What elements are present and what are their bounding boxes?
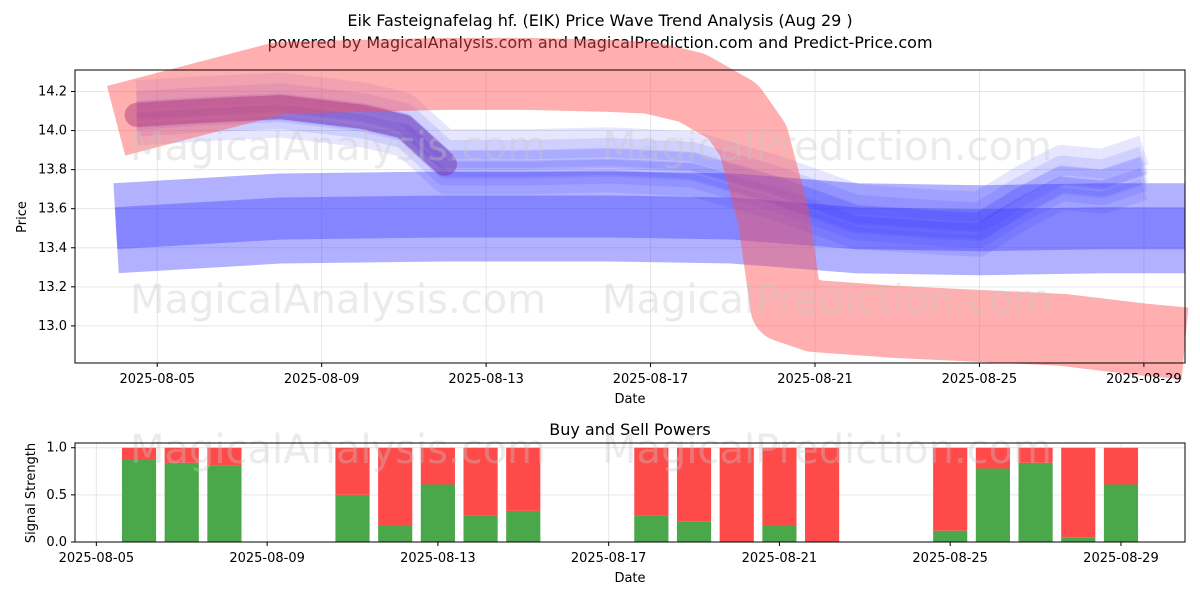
price-x-tick-label: 2025-08-17 [613, 372, 689, 387]
price-y-tick-label: 13.4 [38, 241, 67, 256]
long-wave-band [106, 37, 1189, 380]
price-x-tick-label: 2025-08-25 [942, 372, 1018, 387]
medium-wave-outer-band [113, 171, 1185, 276]
price-y-tick-label: 13.0 [38, 319, 67, 334]
chart-title-line2: powered by MagicalAnalysis.com and Magic… [267, 33, 932, 52]
buy-bar [506, 510, 541, 542]
buy-bar [335, 494, 370, 542]
medium-wave-core-band [114, 195, 1185, 252]
power-x-tick-label: 2025-08-05 [59, 551, 135, 566]
power-x-tick-label: 2025-08-13 [400, 551, 476, 566]
price-x-tick-label: 2025-08-21 [777, 372, 853, 387]
power-y-tick-label: 1.0 [46, 441, 67, 456]
power-plot-frame [74, 442, 1186, 543]
sell-bar [207, 447, 242, 466]
buy-bar [164, 462, 199, 542]
buy-bar [207, 465, 242, 542]
price-ticks: 13.0 13.2 13.4 13.6 13.8 14.0 14.2 2025-08-05 20… [38, 84, 1182, 387]
buy-bar [676, 521, 712, 542]
sell-bar [975, 447, 1010, 469]
power-ticks: 0.0 0.5 1.0 2025-08-05 2025-08-09 2025-08-13 2… [46, 441, 1158, 566]
price-y-tick-label: 14.2 [38, 84, 67, 99]
power-x-axis-label: Date [614, 571, 645, 586]
watermark-prediction-power: MagicalPrediction.com [602, 427, 1052, 473]
power-bars [121, 447, 1139, 542]
watermark-analysis-top: MagicalAnalysis.com [130, 124, 546, 170]
sell-bar [1018, 447, 1053, 463]
price-y-tick-label: 13.8 [38, 163, 67, 178]
power-x-tick-label: 2025-08-21 [742, 551, 818, 566]
sell-bar [420, 447, 455, 485]
sell-bar [378, 447, 413, 526]
watermark-prediction-top: MagicalPrediction.com [602, 124, 1052, 170]
sell-bar [933, 447, 968, 531]
power-x-tick-label: 2025-08-29 [1083, 551, 1159, 566]
buy-bar [975, 468, 1010, 542]
power-x-tick-label: 2025-08-25 [912, 551, 988, 566]
sell-bar [164, 447, 199, 463]
sell-bar [634, 447, 669, 516]
power-y-tick-label: 0.5 [46, 488, 67, 503]
sell-bar [1103, 447, 1139, 485]
buy-bar [762, 525, 797, 542]
buy-bar [1061, 537, 1096, 542]
price-watermarks: MagicalAnalysis.com MagicalPrediction.co… [130, 124, 1052, 323]
short-wave-purple-overlay [124, 95, 457, 176]
price-series [106, 37, 1189, 380]
buy-bar [1018, 462, 1053, 542]
sell-bar [805, 447, 840, 542]
buy-bar [634, 515, 669, 542]
power-chart: Buy and Sell Powers MagicalAnalysis.com … [24, 420, 1186, 586]
price-x-tick-label: 2025-08-05 [119, 372, 195, 387]
sell-bar [121, 447, 157, 460]
watermark-analysis-power: MagicalAnalysis.com [130, 427, 546, 473]
price-y-tick-label: 13.6 [38, 202, 67, 217]
sell-bar [719, 447, 754, 542]
power-x-tick-label: 2025-08-17 [571, 551, 647, 566]
sell-bar [463, 447, 498, 516]
power-y-axis-label: Signal Strength [24, 443, 39, 543]
price-y-tick-label: 13.2 [38, 280, 67, 295]
short-wave-strand [135, 72, 1149, 222]
power-chart-title: Buy and Sell Powers [549, 420, 711, 439]
power-x-tick-label: 2025-08-09 [229, 551, 305, 566]
sell-bar [506, 447, 541, 511]
buy-bar [420, 484, 455, 542]
power-y-tick-label: 0.0 [46, 535, 67, 550]
sell-bar [1061, 447, 1096, 538]
price-plot-frame [74, 69, 1186, 364]
price-x-tick-label: 2025-08-29 [1106, 372, 1182, 387]
buy-bar [463, 515, 498, 542]
price-x-tick-label: 2025-08-13 [448, 372, 524, 387]
short-wave-strand [136, 115, 1148, 257]
sell-bar [335, 447, 370, 495]
price-chart: MagicalAnalysis.com MagicalPrediction.co… [15, 37, 1189, 407]
buy-bar [121, 459, 157, 542]
buy-bar [1103, 484, 1139, 542]
sell-bar [762, 447, 797, 526]
watermark-analysis-bottom: MagicalAnalysis.com [130, 277, 546, 323]
buy-bar [933, 530, 968, 542]
buy-bar [378, 525, 413, 542]
sell-bar [676, 447, 712, 522]
watermark-prediction-bottom: MagicalPrediction.com [602, 277, 1052, 323]
chart-title-line1: Eik Fasteignafelag hf. (EIK) Price Wave … [347, 11, 852, 30]
price-x-tick-label: 2025-08-09 [284, 372, 360, 387]
price-y-axis-label: Price [15, 201, 30, 233]
price-y-tick-label: 14.0 [38, 124, 67, 139]
price-grid [75, 70, 1185, 363]
price-x-axis-label: Date [614, 392, 645, 407]
power-watermarks: MagicalAnalysis.com MagicalPrediction.co… [130, 427, 1052, 473]
